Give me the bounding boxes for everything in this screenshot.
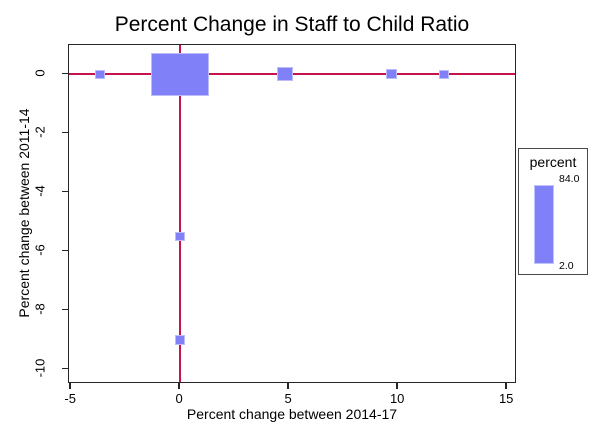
- x-tick-label: 10: [389, 391, 405, 406]
- x-tick-label: 0: [175, 391, 183, 406]
- legend-size-bar: [534, 185, 554, 264]
- x-tick-label: -5: [64, 391, 76, 406]
- y-tick-mark: [62, 72, 68, 75]
- y-tick-mark: [62, 308, 68, 311]
- y-tick-label: -2: [32, 126, 48, 139]
- x-axis-label: Percent change between 2014-17: [186, 406, 398, 422]
- x-tick-mark: [287, 383, 289, 389]
- plot-area: [68, 44, 516, 383]
- chart-title: Percent Change in Staff to Child Ratio: [114, 13, 470, 36]
- legend-title: percent: [529, 154, 577, 170]
- y-axis-label: Percent change between 2011-14: [16, 108, 32, 318]
- y-tick-mark: [62, 367, 68, 369]
- scatter-marker: [276, 67, 293, 82]
- scatter-marker: [386, 69, 398, 80]
- legend: percent 84.0 2.0: [518, 148, 588, 275]
- scatter-marker: [438, 69, 449, 79]
- x-tick-label: 5: [284, 391, 292, 406]
- y-tick-label: -6: [32, 244, 48, 257]
- y-tick-label: -4: [32, 185, 48, 198]
- y-tick-mark: [62, 249, 68, 252]
- y-tick-mark: [62, 190, 68, 193]
- scatter-marker: [175, 232, 186, 242]
- y-tick-mark: [62, 131, 68, 134]
- scatter-marker: [94, 69, 105, 79]
- x-tick-mark: [505, 383, 507, 389]
- y-tick-label: 0: [32, 69, 48, 78]
- legend-min-label: 2.0: [559, 260, 574, 272]
- scatter-marker: [151, 52, 210, 96]
- x-tick-mark: [396, 383, 398, 389]
- x-tick-label: 15: [498, 391, 514, 406]
- x-tick-mark: [69, 383, 71, 389]
- scatter-marker: [175, 334, 186, 345]
- y-tick-label: -10: [32, 358, 48, 378]
- reference-line-x0: [179, 45, 182, 382]
- y-tick-label: -8: [32, 303, 48, 316]
- x-tick-mark: [178, 383, 180, 389]
- legend-max-label: 84.0: [559, 173, 580, 185]
